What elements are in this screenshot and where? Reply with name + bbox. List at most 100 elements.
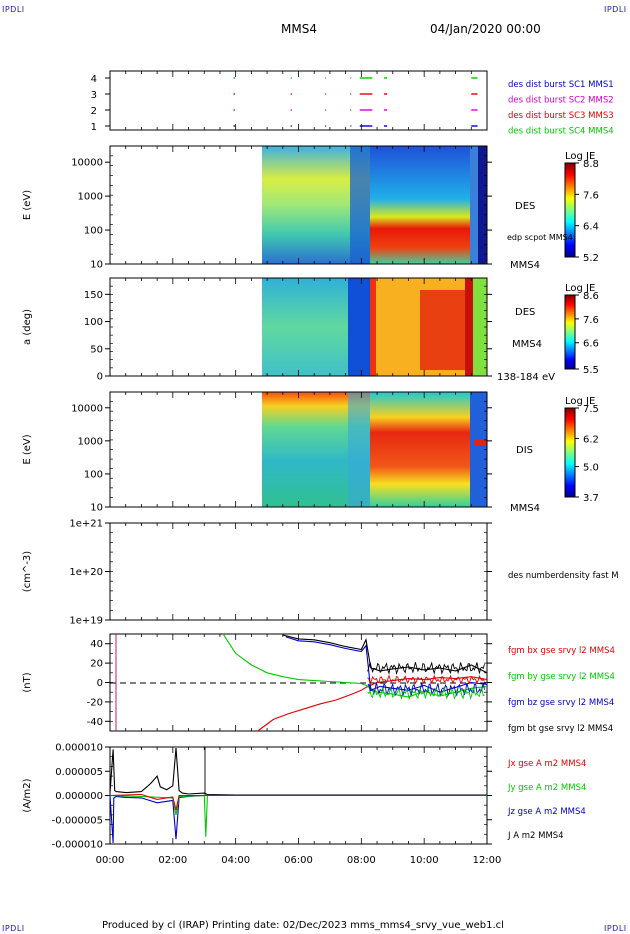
corner-label-top-right: IPDLI: [604, 5, 627, 14]
dis-energy-ytick-label: 10000: [71, 403, 103, 414]
des-pitch-spacecraft-label: MMS4: [512, 339, 542, 350]
corner-label-bottom-left: IPDLI: [2, 924, 25, 933]
magnetic-field-ytick-label: 40: [90, 639, 103, 650]
time-axis-label: 10:00: [410, 855, 439, 866]
availability-legend-entry: des dist burst SC1 MMS1: [508, 80, 614, 90]
availability-ytick-label: 2: [91, 106, 97, 117]
time-axis-label: 06:00: [284, 855, 313, 866]
current-density-series-line: [109, 794, 487, 844]
dis-energy-ytick-label: 10: [90, 503, 103, 514]
dis-energy-colorbar-title: Log JE: [565, 396, 595, 407]
des-pitch-colorbar: [564, 294, 576, 370]
current-density-legend-entry: Jz gse A m2 MMS4: [507, 807, 586, 817]
dis-energy-colorbar-label: 5.0: [583, 463, 599, 474]
des-pitch-ytick-label: 0: [97, 372, 103, 383]
des-pitch-colorbar-title: Log JE: [565, 283, 595, 294]
availability-legend-entry: des dist burst SC2 MMS2: [508, 96, 614, 106]
density-ytick-label: 1e+19: [69, 616, 103, 627]
des-energy-colorbar-label: 7.6: [583, 190, 599, 201]
corner-label-bottom-right: IPDLI: [604, 924, 627, 933]
des-pitch-spectrogram: [262, 278, 487, 376]
availability-ytick-label: 1: [91, 122, 97, 133]
density-ylabel: (cm^-3): [22, 551, 33, 592]
magnetic-field-series-line: [257, 676, 488, 732]
des-energy-instrument-label: DES: [515, 201, 535, 212]
current-density-ytick-label: -0.000010: [52, 840, 103, 851]
des-energy-spacecraft-label: MMS4: [510, 260, 540, 271]
des-energy-colorbar-label: 8.8: [583, 159, 599, 170]
des-energy-colorbar-title: Log JE: [565, 151, 595, 162]
dis-energy-ytick-label: 1000: [78, 436, 103, 447]
availability-ytick-label: 3: [91, 90, 97, 101]
des-energy-ytick-label: 10: [90, 260, 103, 271]
des-pitch-instrument-label: DES: [515, 307, 535, 318]
current-density-ytick-label: -0.000005: [52, 815, 103, 826]
des-energy-scpot-label: edp scpot MMS4: [507, 233, 573, 242]
current-density-series-line: [109, 793, 487, 811]
current-density-series-line: [109, 747, 487, 796]
des-pitch-colorbar-label: 8.6: [583, 291, 599, 302]
des-pitch-colorbar-label: 6.6: [583, 339, 599, 350]
time-axis-label: 04:00: [221, 855, 250, 866]
magnetic-field-panel-frame: [109, 633, 488, 732]
des-energy-colorbar: [564, 162, 576, 258]
current-density-ytick-label: 0.000000: [55, 791, 103, 802]
magnetic-field-legend-entry: fgm bx gse srvy l2 MMS4: [508, 646, 615, 656]
time-axis-label: 02:00: [158, 855, 187, 866]
availability-legend-entry: des dist burst SC3 MMS3: [508, 111, 614, 121]
time-axis-label: 08:00: [347, 855, 376, 866]
des-energy-ytick-label: 10000: [71, 158, 103, 169]
magnetic-field-ytick-label: 20: [90, 659, 103, 670]
header-date: 04/Jan/2020 00:00: [430, 22, 541, 36]
magnetic-field-series-line: [222, 633, 488, 698]
time-axis-label: 00:00: [96, 855, 125, 866]
des-energy-colorbar-label: 5.2: [583, 253, 599, 264]
dis-energy-spectrogram: [262, 392, 487, 507]
des-energy-ytick-label: 100: [84, 226, 103, 237]
availability-panel-frame: [109, 70, 488, 131]
dis-energy-spacecraft-label: MMS4: [510, 503, 540, 514]
des-energy-colorbar-label: 6.4: [583, 222, 599, 233]
dis-energy-colorbar-label: 7.5: [583, 404, 599, 415]
current-density-legend-entry: Jy gse A m2 MMS4: [507, 783, 586, 793]
dis-energy-colorbar-label: 3.7: [583, 493, 599, 504]
des-pitch-ytick-label: 150: [84, 290, 103, 301]
magnetic-field-ytick-label: -20: [87, 697, 103, 708]
header-spacecraft: MMS4: [281, 22, 317, 36]
current-density-ytick-label: 0.000005: [55, 767, 103, 778]
magnetic-field-fluctuation-line: [367, 674, 485, 685]
footer-credit: Produced by cl (IRAP) Printing date: 02/…: [102, 920, 504, 931]
magnetic-field-fluctuation-line: [367, 682, 485, 698]
des-energy-ytick-label: 1000: [78, 192, 103, 203]
des-pitch-energy-range-label: 138-184 eV: [497, 372, 555, 383]
availability-ytick-label: 4: [91, 74, 97, 85]
des-pitch-colorbar-label: 5.5: [583, 365, 599, 376]
magnetic-field-fluctuation-line: [367, 686, 485, 701]
current-density-ytick-label: 0.000010: [55, 743, 103, 754]
density-legend-entry: des numberdensity fast M: [508, 571, 619, 581]
magnetic-field-legend-entry: fgm by gse srvy l2 MMS4: [508, 672, 615, 682]
magnetic-field-series-line: [282, 634, 488, 674]
magnetic-field-legend-entry: fgm bz gse srvy l2 MMS4: [508, 698, 614, 708]
density-ytick-label: 1e+20: [69, 567, 103, 578]
magnetic-field-legend-entry: fgm bt gse srvy l2 MMS4: [508, 724, 613, 734]
dis-energy-ytick-label: 100: [84, 469, 103, 480]
des-energy-spectrogram: [262, 146, 487, 264]
dis-energy-colorbar: [564, 407, 576, 498]
corner-label-top-left: IPDLI: [2, 5, 25, 14]
magnetic-field-ytick-label: 0: [97, 678, 103, 689]
des-pitch-colorbar-label: 7.6: [583, 315, 599, 326]
dis-energy-instrument-label: DIS: [516, 445, 533, 456]
des-pitch-ytick-label: 50: [90, 344, 103, 355]
des-pitch-ytick-label: 100: [84, 317, 103, 328]
dis-energy-ylabel: E (eV): [22, 434, 33, 464]
magnetic-field-ylabel: (nT): [22, 672, 33, 692]
dis-energy-colorbar-label: 6.2: [583, 434, 599, 445]
current-density-legend-entry: Jx gse A m2 MMS4: [507, 759, 586, 769]
des-pitch-ylabel: a (deg): [22, 309, 33, 345]
magnetic-field-ytick-label: -40: [87, 717, 103, 728]
density-panel-frame: [109, 522, 488, 621]
current-density-ylabel: (A/m2): [22, 778, 33, 812]
availability-legend-entry: des dist burst SC4 MMS4: [508, 127, 614, 137]
